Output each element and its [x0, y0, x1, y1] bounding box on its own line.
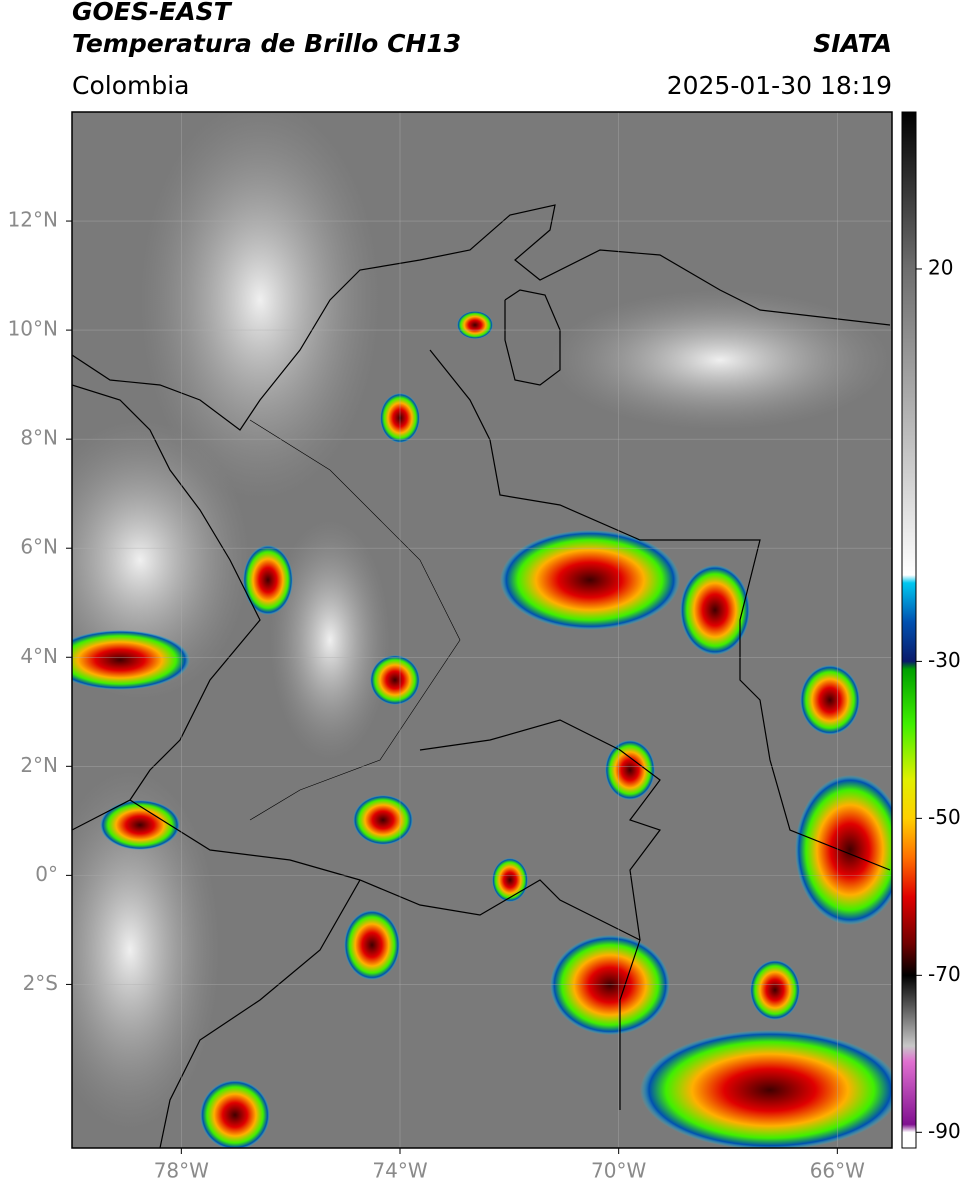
- y-tick-label: 2°N: [20, 753, 58, 777]
- region: Colombia: [72, 71, 189, 100]
- subtitle: Temperatura de Brillo CH13: [72, 29, 461, 58]
- map-frame: [71, 111, 893, 1149]
- colorbar-label: -70: [928, 962, 961, 986]
- source: SIATA: [813, 29, 892, 58]
- colorbar-label: -90: [928, 1119, 961, 1143]
- y-tick-label: 2°S: [23, 971, 58, 995]
- x-tick-label: 74°W: [372, 1159, 427, 1183]
- y-tick-label: 4°N: [20, 644, 58, 668]
- timestamp: 2025-01-30 18:19: [667, 71, 892, 100]
- y-tick-label: 6°N: [20, 535, 58, 559]
- y-tick-label: 0°: [35, 862, 58, 886]
- x-tick-label: 70°W: [591, 1159, 646, 1183]
- y-tick-label: 12°N: [8, 208, 58, 232]
- colorbar-label: -30: [928, 648, 961, 672]
- x-tick-label: 66°W: [810, 1159, 865, 1183]
- colorbar: [901, 111, 917, 1149]
- y-tick-label: 8°N: [20, 426, 58, 450]
- map-imagery: [72, 112, 892, 1148]
- colorbar-label: 20: [928, 255, 953, 279]
- colorbar-label: -50: [928, 805, 961, 829]
- x-tick-label: 78°W: [154, 1159, 209, 1183]
- y-tick-label: 10°N: [8, 317, 58, 341]
- title: GOES-EAST: [72, 0, 233, 26]
